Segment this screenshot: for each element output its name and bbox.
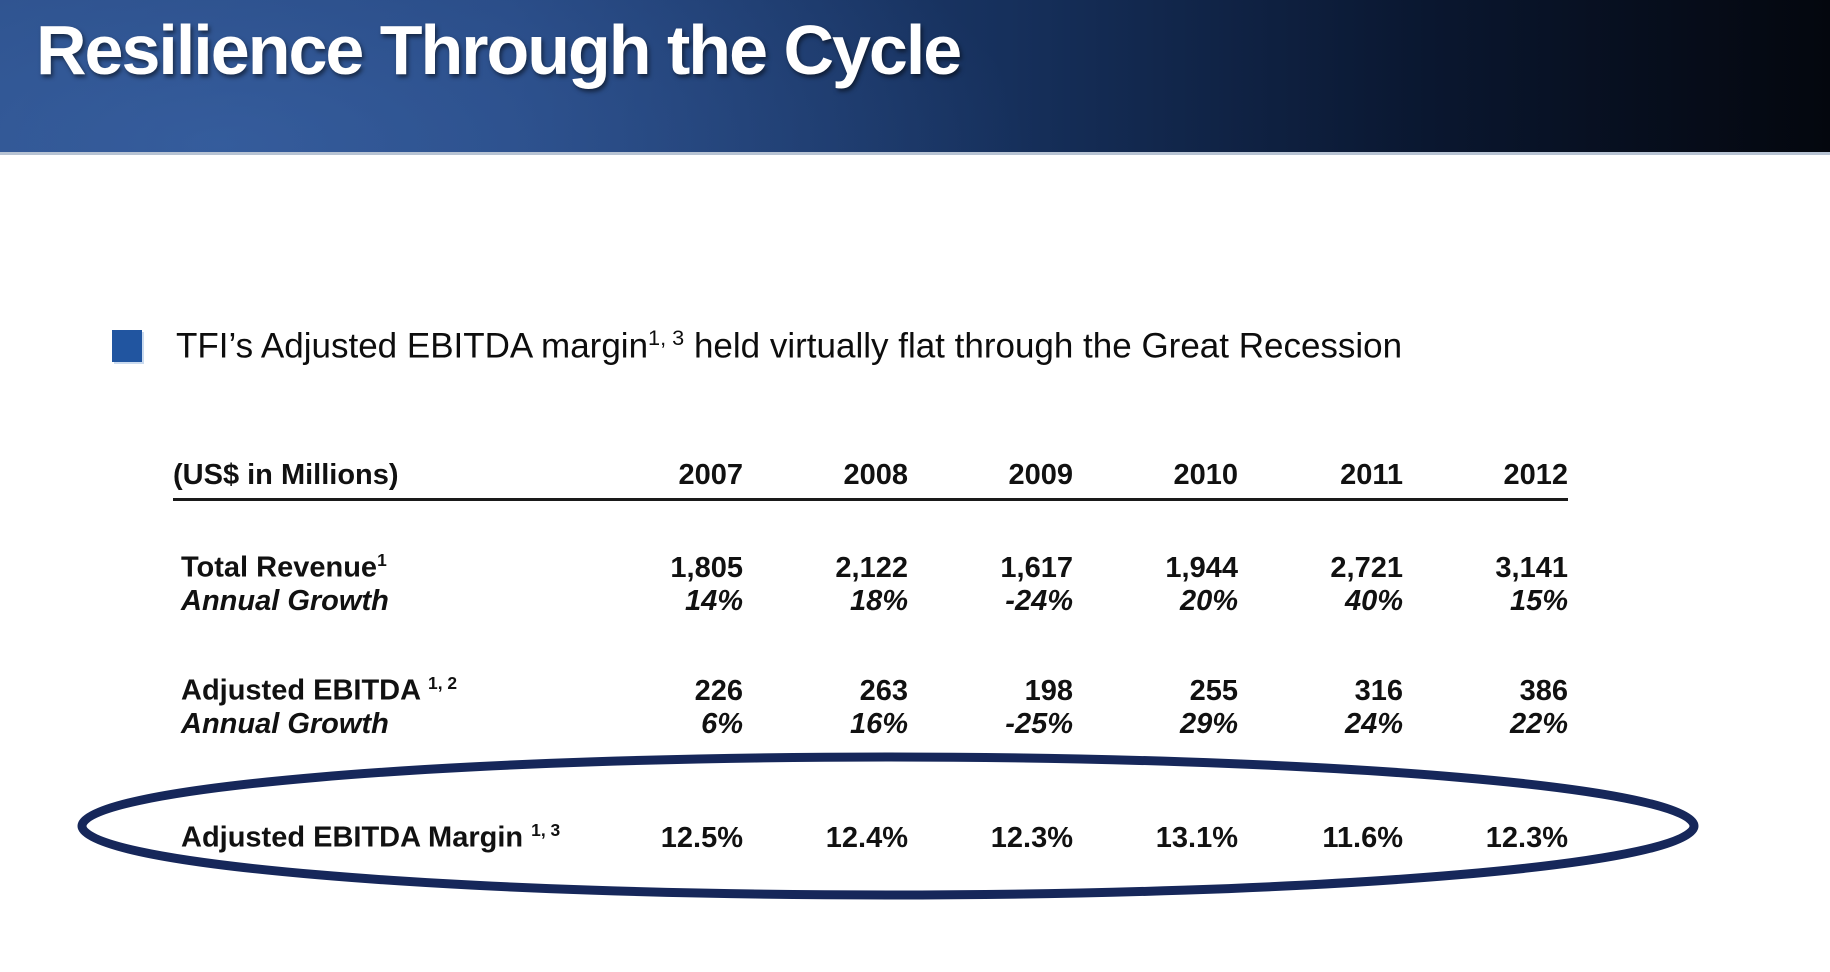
- cell-value: 6%: [701, 708, 743, 740]
- row-label: Adjusted EBITDA Margin 1, 3: [181, 820, 561, 854]
- table-spacer: [173, 622, 1568, 663]
- cell-value: 12.5%: [660, 821, 743, 854]
- cell-value: 15%: [1509, 585, 1568, 617]
- table-row-adjusted-ebitda-margin: Adjusted EBITDA Margin 1, 3 12.5% 12.4% …: [173, 810, 1568, 854]
- table-spacer: [173, 745, 1568, 810]
- bullet-text-tail: held virtually flat through the Great Re…: [684, 326, 1403, 366]
- table-spacer: [173, 501, 1568, 540]
- cell-value: 2,721: [1330, 551, 1403, 584]
- cell-value: 1,944: [1165, 551, 1238, 584]
- bullet-text: TFI’s Adjusted EBITDA margin1, 3 held vi…: [176, 325, 1402, 367]
- cell-value: 263: [859, 674, 908, 707]
- row-label-superscript: 1, 2: [428, 673, 458, 693]
- cell-value: 12.3%: [1485, 821, 1568, 854]
- year-header-2009: 2009: [1008, 459, 1073, 491]
- year-header-2012: 2012: [1503, 459, 1568, 491]
- table-header-rule: [173, 498, 1568, 501]
- bullet-text-lead: TFI’s Adjusted EBITDA margin: [176, 326, 649, 366]
- row-label-superscript: 1: [377, 550, 387, 570]
- cell-value: 226: [694, 674, 743, 707]
- row-label: Total Revenue1: [181, 550, 387, 584]
- table-row-adjusted-ebitda: Adjusted EBITDA 1, 2 226 263 198 255 316…: [173, 663, 1568, 707]
- year-header-2007: 2007: [678, 459, 743, 491]
- row-label-superscript: 1, 3: [531, 820, 561, 840]
- cell-value: 11.6%: [1322, 821, 1403, 854]
- cell-value: 3,141: [1495, 551, 1568, 584]
- cell-value: 12.4%: [825, 821, 908, 854]
- cell-value: 13.1%: [1155, 821, 1238, 854]
- cell-value: 22%: [1509, 708, 1568, 740]
- row-label: Annual Growth: [181, 585, 389, 617]
- slide-header: Resilience Through the Cycle: [0, 0, 1830, 155]
- cell-value: 20%: [1179, 585, 1238, 617]
- cell-value: 12.3%: [990, 821, 1073, 854]
- year-header-2008: 2008: [843, 459, 908, 491]
- cell-value: 24%: [1344, 708, 1403, 740]
- table-header-row: (US$ in Millions) 2007 2008 2009 2010 20…: [173, 452, 1568, 498]
- slide-title: Resilience Through the Cycle: [36, 11, 962, 89]
- year-header-2010: 2010: [1173, 459, 1238, 491]
- cell-value: 2,122: [835, 551, 908, 584]
- cell-value: 386: [1519, 674, 1568, 707]
- cell-value: 16%: [849, 708, 908, 740]
- bullet-superscript: 1, 3: [648, 325, 685, 351]
- cell-value: 198: [1024, 674, 1073, 707]
- cell-value: -24%: [1005, 585, 1073, 617]
- table-row-total-revenue: Total Revenue1 1,805 2,122 1,617 1,944 2…: [173, 540, 1568, 584]
- cell-value: 255: [1189, 674, 1238, 707]
- year-header-2011: 2011: [1340, 459, 1403, 491]
- cell-value: 1,617: [1000, 551, 1073, 584]
- row-label: Annual Growth: [181, 708, 389, 740]
- financial-table: (US$ in Millions) 2007 2008 2009 2010 20…: [173, 452, 1568, 854]
- cell-value: -25%: [1005, 708, 1073, 740]
- cell-value: 18%: [849, 585, 908, 617]
- cell-value: 1,805: [670, 551, 743, 584]
- table-row-annual-growth-ebitda: Annual Growth 6% 16% -25% 29% 24% 22%: [173, 704, 1568, 745]
- cell-value: 316: [1354, 674, 1403, 707]
- table-unit-label: (US$ in Millions): [173, 459, 399, 491]
- cell-value: 29%: [1179, 708, 1238, 740]
- bullet-square-icon: [112, 330, 142, 362]
- bullet-point: TFI’s Adjusted EBITDA margin1, 3 held vi…: [112, 318, 1402, 374]
- cell-value: 40%: [1344, 585, 1403, 617]
- cell-value: 14%: [684, 585, 743, 617]
- row-label: Adjusted EBITDA 1, 2: [181, 673, 458, 707]
- table-row-annual-growth-revenue: Annual Growth 14% 18% -24% 20% 40% 15%: [173, 581, 1568, 622]
